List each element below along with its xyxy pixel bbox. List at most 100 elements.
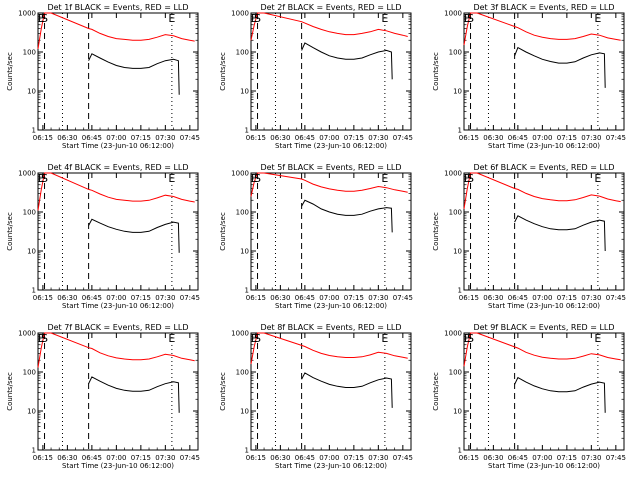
event-marker-label: E [38,332,45,345]
x-axis-label: Start Time (23-Jun-10 06:12:00) [275,302,387,310]
x-tick-label: 07:15 [557,134,577,142]
x-tick-label: 06:30 [270,134,290,142]
x-tick-label: 07:30 [581,454,601,462]
y-tick-label: 100 [236,209,249,217]
event-marker-label: S [254,332,261,345]
plot-frame [250,172,412,291]
x-tick-label: 06:30 [483,294,503,302]
x-tick-label: 07:15 [557,294,577,302]
x-axis-label: Start Time (23-Jun-10 06:12:00) [275,462,387,470]
y-tick-label: 1 [32,287,36,295]
chart-title: Det 8f BLACK = Events, RED = LLD [260,323,401,332]
event-marker-label: E [381,12,388,25]
y-tick-label: 100 [23,209,36,217]
x-tick-label: 07:00 [106,134,126,142]
x-tick-label: 07:45 [393,454,413,462]
event-marker-label: E [594,12,601,25]
event-marker-label: E [38,12,45,25]
x-tick-label: 07:00 [106,454,126,462]
x-tick-label: 06:45 [295,454,315,462]
y-tick-label: 1000 [231,170,249,178]
x-tick-label: 07:15 [131,134,151,142]
chart-title: Det 2f BLACK = Events, RED = LLD [260,3,401,12]
x-tick-label: 07:15 [131,454,151,462]
y-tick-label: 1000 [444,170,462,178]
events-series-line [301,372,393,408]
x-tick-label: 06:30 [57,454,77,462]
x-tick-label: 06:45 [295,294,315,302]
x-tick-label: 07:45 [180,294,200,302]
y-tick-label: 1000 [18,330,36,338]
x-tick-label: 07:30 [155,294,175,302]
x-tick-label: 07:45 [606,454,626,462]
x-tick-label: 06:30 [57,294,77,302]
x-tick-label: 06:45 [82,294,102,302]
y-axis-label: Counts/sec [6,372,14,411]
x-tick-label: 07:15 [344,454,364,462]
y-tick-label: 1 [458,127,462,135]
event-marker-label: E [38,172,45,185]
chart-title: Det 3f BLACK = Events, RED = LLD [473,3,614,12]
chart-title: Det 4f BLACK = Events, RED = LLD [47,163,188,172]
x-tick-label: 07:45 [180,134,200,142]
x-tick-label: 07:30 [581,134,601,142]
y-tick-label: 10 [453,88,462,96]
y-tick-label: 10 [27,248,36,256]
event-marker-label: E [464,332,471,345]
detector-chart-8: Det 8f BLACK = Events, RED = LLD 1 10 100 10… [219,323,413,470]
event-marker-label: S [467,332,474,345]
x-tick-label: 07:00 [532,454,552,462]
event-marker-label: E [168,332,175,345]
x-tick-label: 07:00 [106,294,126,302]
y-tick-label: 10 [240,408,249,416]
x-tick-label: 06:15 [246,294,266,302]
x-tick-label: 07:30 [368,134,388,142]
event-marker-label: S [254,172,261,185]
y-tick-label: 1000 [231,10,249,18]
x-tick-label: 07:00 [319,454,339,462]
x-tick-label: 06:45 [508,454,528,462]
events-series-line [88,376,180,413]
x-tick-label: 06:45 [82,134,102,142]
y-axis-label: Counts/sec [219,52,227,91]
y-tick-label: 1 [458,287,462,295]
x-tick-label: 07:00 [319,294,339,302]
y-axis-label: Counts/sec [6,52,14,91]
plot-frame [250,332,412,451]
x-axis-label: Start Time (23-Jun-10 06:12:00) [275,142,387,150]
x-tick-label: 06:15 [459,454,479,462]
events-series-line [88,53,180,95]
chart-title: Det 9f BLACK = Events, RED = LLD [473,323,614,332]
x-tick-label: 07:30 [581,294,601,302]
y-tick-label: 1000 [18,10,36,18]
plot-frame [37,172,199,291]
y-tick-label: 1000 [18,170,36,178]
x-tick-label: 07:45 [393,134,413,142]
x-tick-label: 07:30 [368,454,388,462]
y-axis-label: Counts/sec [6,212,14,251]
y-tick-label: 1 [245,127,249,135]
chart-title: Det 5f BLACK = Events, RED = LLD [260,163,401,172]
x-tick-label: 06:30 [483,134,503,142]
x-tick-label: 06:15 [33,294,53,302]
x-tick-label: 06:30 [57,134,77,142]
event-marker-label: E [168,172,175,185]
events-series-line [514,46,606,88]
lld-series-line [463,172,621,209]
x-tick-label: 06:30 [270,454,290,462]
y-tick-label: 10 [240,88,249,96]
events-series-line [88,218,180,253]
y-tick-label: 1000 [444,330,462,338]
y-tick-label: 10 [240,248,249,256]
x-tick-label: 07:15 [344,134,364,142]
y-tick-label: 1000 [231,330,249,338]
lld-series-line [463,12,621,46]
event-marker-label: E [464,172,471,185]
x-tick-label: 06:15 [33,134,53,142]
detector-chart-9: Det 9f BLACK = Events, RED = LLD 1 10 100 10… [432,323,626,470]
y-tick-label: 10 [453,248,462,256]
event-marker-label: S [467,12,474,25]
x-tick-label: 07:45 [606,294,626,302]
y-tick-label: 1000 [444,10,462,18]
